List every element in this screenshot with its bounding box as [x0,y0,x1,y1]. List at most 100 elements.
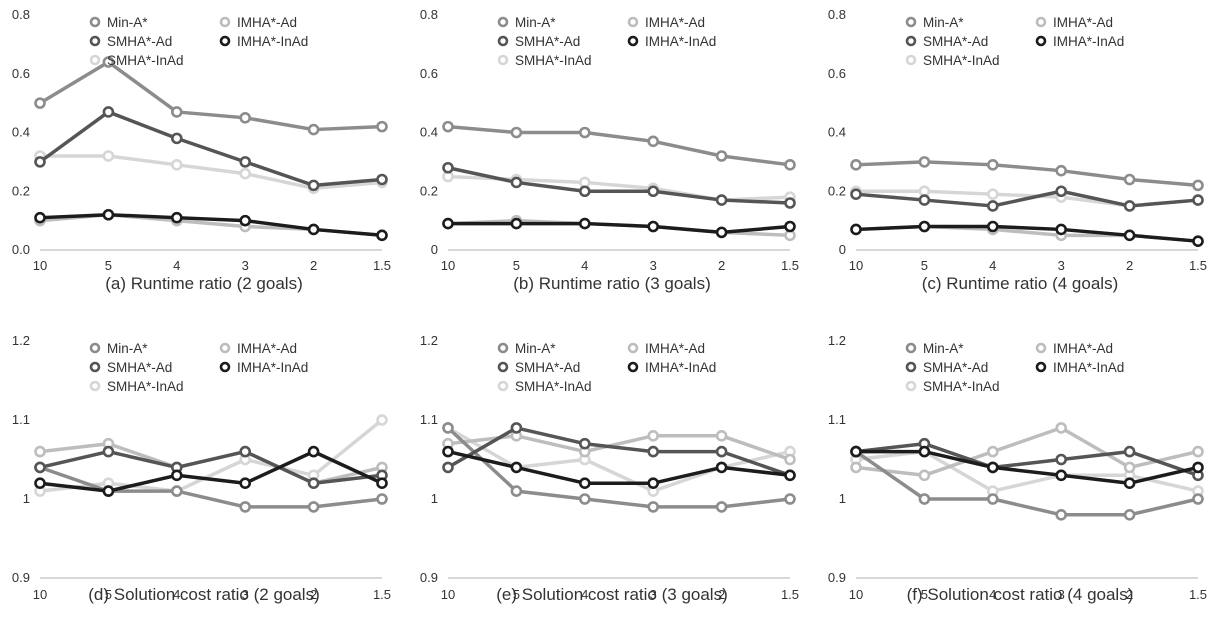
data-point [918,493,931,505]
legend-item-imha-inad: IMHA*-InAd [1035,360,1124,375]
y-tick-label: 0.8 [12,7,30,22]
series-min-a [34,56,388,136]
panel-caption: (a) Runtime ratio (2 goals) [105,274,303,293]
data-point [784,453,796,466]
data-point [784,220,796,233]
legend-label: SMHA*-Ad [515,360,580,375]
series-line [446,426,791,509]
chart-svg: 0.9 1 1.1 1.2 10 5 4 3 2 1.5 Min-A* IMHA*-Ad SMHA*-A… [12,333,391,602]
data-point [918,469,931,482]
chart-svg: 0.9 1 1.1 1.2 10 5 4 3 2 1.5 Min-A* IMHA*-Ad SMHA*-A… [420,333,799,602]
legend-item-imha-inad: IMHA*-InAd [627,34,716,49]
legend-item-imha-ad: IMHA*-Ad [1035,15,1113,30]
legend-marker [219,35,231,47]
legend-marker [89,35,101,47]
data-point [1123,477,1136,489]
data-point [715,226,728,239]
legend-label: SMHA*-Ad [107,34,172,49]
series-imha-inad [34,445,388,497]
series-imha-ad [442,214,796,242]
x-tick-label: 3 [650,587,657,602]
legend-label: IMHA*-Ad [1053,341,1113,356]
legend-item-imha-inad: IMHA*-InAd [219,360,308,375]
data-point [239,167,251,180]
legend-label: IMHA*-InAd [645,360,716,375]
data-point [647,135,659,148]
data-point [918,194,931,206]
legend-marker [627,342,639,354]
legend: Min-A* IMHA*-Ad SMHA*-Ad IMHA*-InAd SMHA*-In… [905,341,1124,394]
legend-marker [497,380,509,392]
y-tick-label: 1 [431,491,438,506]
y-tick-label: 0.4 [420,125,438,140]
data-point [1055,469,1067,482]
x-tick-label: 10 [33,258,47,273]
data-point [442,217,454,230]
legend: Min-A* IMHA*-Ad SMHA*-Ad IMHA*-InAd SMHA*-In… [89,341,308,394]
series-min-a [442,422,796,513]
x-tick-label: 2 [1126,587,1133,602]
y-tick-label: 0 [839,242,846,257]
series-line [855,189,1199,208]
x-tick-label: 5 [105,258,112,273]
x-tick-label: 10 [33,587,47,602]
legend-label: Min-A* [107,341,148,356]
series-line [855,160,1199,188]
legend-marker [905,380,917,392]
legend-label: SMHA*-InAd [107,53,184,68]
data-point [579,437,591,450]
data-point [510,461,523,474]
legend-label: IMHA*-Ad [1053,15,1113,30]
data-point [1055,223,1067,236]
y-tick-label: 0.4 [828,125,846,140]
data-point [579,477,591,489]
legend-item-smha-ad: SMHA*-Ad [497,34,580,49]
legend-marker [627,361,639,373]
legend-item-smha-inad: SMHA*-InAd [89,379,184,394]
x-tick-label: 10 [441,258,455,273]
series-line [855,426,1199,478]
series-line [855,441,1199,477]
panel-caption: (c) Runtime ratio (4 goals) [921,274,1119,293]
legend-item-imha-ad: IMHA*-Ad [219,341,297,356]
series-smha-ad [442,161,796,209]
data-point [579,217,591,230]
legend-label: IMHA*-Ad [645,341,705,356]
series-line [40,154,383,191]
data-point [1055,453,1067,466]
data-point [442,120,454,133]
y-tick-label: 0.0 [12,242,30,257]
x-tick-label: 4 [173,587,180,602]
data-point [987,159,999,171]
series-imha-inad [34,208,388,242]
legend-item-min-a: Min-A* [89,341,148,356]
legend-label: Min-A* [515,341,556,356]
legend-label: SMHA*-InAd [923,53,1000,68]
legend-label: IMHA*-InAd [237,34,308,49]
panel-caption: (e) Solution cost ratio (3 goals) [496,585,728,604]
data-point [1055,509,1067,521]
data-point [376,173,388,186]
data-point [376,229,388,242]
panel-cost-4-goals: 0.9 1 1.1 1.2 10 5 4 3 2 1.5 Min-A* IMHA*-Ad SMHA*-A… [816,311,1224,622]
data-point [171,159,183,171]
legend-label: SMHA*-InAd [515,53,592,68]
x-tick-label: 5 [513,258,520,273]
y-tick-label: 0.9 [12,570,30,585]
data-point [307,123,320,136]
legend-item-smha-inad: SMHA*-InAd [497,53,592,68]
data-point [1192,179,1204,192]
data-point [647,185,659,198]
legend-marker [89,380,101,392]
legend-marker [219,342,231,354]
legend-marker [905,16,917,28]
y-tick-label: 1 [839,491,846,506]
data-point [987,461,999,474]
x-tick-label: 2 [1126,258,1133,273]
series-line [39,465,383,509]
data-point [171,106,183,118]
x-tick-label: 1.5 [781,587,799,602]
y-tick-label: 1.2 [12,333,30,348]
legend-item-min-a: Min-A* [905,15,964,30]
data-point [376,120,388,133]
